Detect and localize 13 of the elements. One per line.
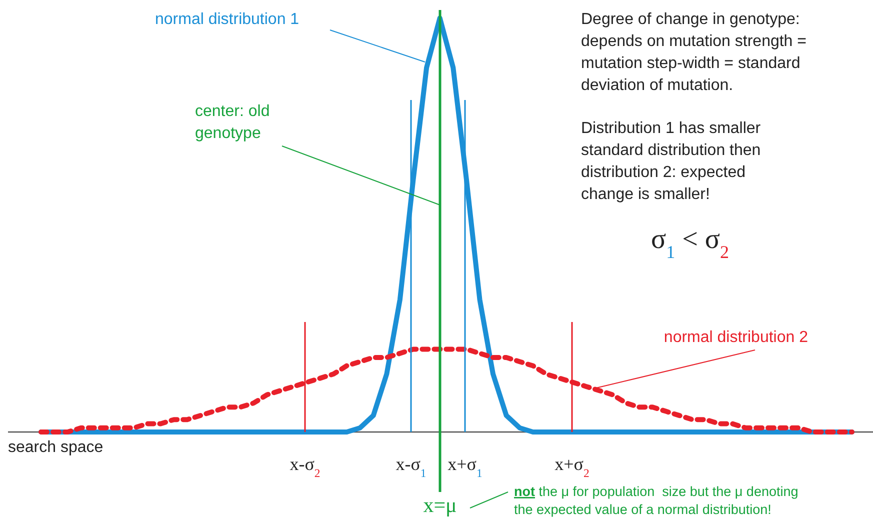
text: x-σ$_{2}$ [290, 454, 320, 480]
x-axis-title: search space [8, 439, 104, 456]
annotation: σ$_{1}$ < σ$_{2}$ [651, 224, 729, 262]
annotation: Distribution 1 has smaller standard distribution then distribution 2: expected change is smaller! [581, 120, 762, 203]
annotation: Degree of change in genotype: depends on mutation strength = mutation step-width = standard deviation of mutation. [581, 11, 806, 94]
annotation: center: old genotype [195, 103, 270, 142]
text: normal distribution 1 [155, 11, 300, 28]
text: x+σ$_{1}$ [448, 454, 483, 480]
text: x-σ$_{1}$ [396, 454, 426, 480]
text: x=μ [423, 493, 457, 517]
text: normal distribution 2 [664, 329, 808, 346]
text: not the μ for population size but the μ denoting the expected value of a normal distribution! [514, 484, 798, 517]
text: x+σ$_{2}$ [554, 454, 590, 480]
